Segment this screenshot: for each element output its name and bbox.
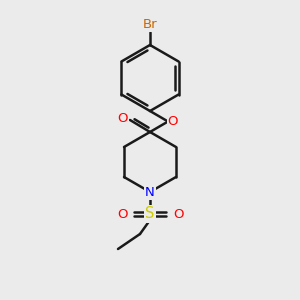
Text: S: S xyxy=(145,206,155,221)
Text: O: O xyxy=(168,115,178,128)
Text: Br: Br xyxy=(143,17,157,31)
Text: N: N xyxy=(145,185,155,199)
Text: O: O xyxy=(173,208,183,220)
Text: O: O xyxy=(118,112,128,124)
Text: O: O xyxy=(117,208,127,220)
